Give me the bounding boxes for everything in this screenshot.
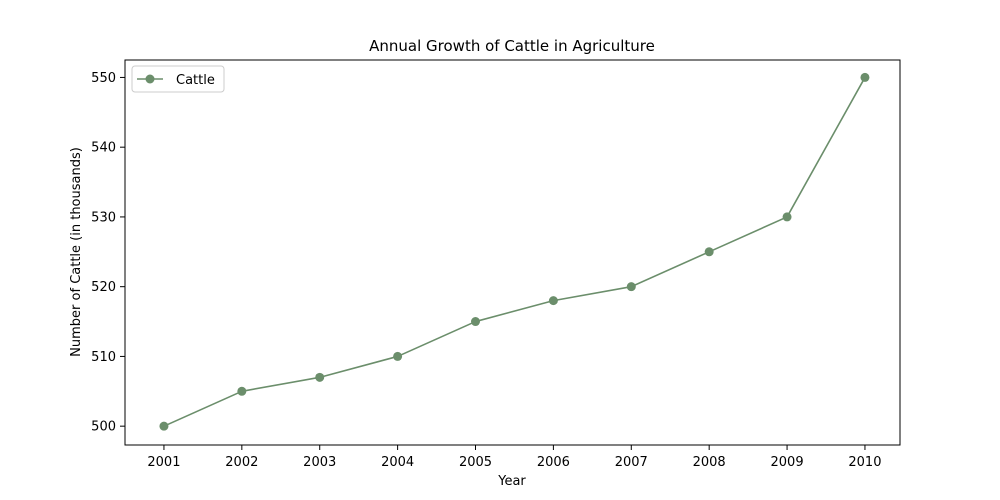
legend-box	[131, 65, 225, 93]
x-tick-label: 2002	[225, 455, 258, 470]
x-tick-label: 2004	[381, 455, 414, 470]
x-tick-label: 2006	[537, 455, 570, 470]
data-point	[782, 212, 792, 222]
data-point	[315, 372, 325, 382]
x-tick-label: 2008	[693, 455, 726, 470]
x-axis-label: Year	[497, 474, 526, 489]
data-point	[704, 247, 714, 257]
y-axis: 500 510 520 530 540 550	[91, 71, 125, 435]
data-point	[237, 386, 247, 396]
plot-frame	[124, 59, 901, 446]
data-point	[860, 72, 870, 82]
data-point	[393, 351, 403, 361]
y-tick-label: 530	[91, 210, 116, 225]
x-axis: 2001 2002 2003 2004 2005 2006 2007 2008 2009 2010	[147, 445, 881, 470]
series-layer	[159, 72, 870, 431]
legend: Cattle	[131, 65, 225, 93]
series-line-cattle	[163, 77, 866, 427]
y-tick-label: 550	[91, 71, 116, 86]
plot-area	[124, 59, 901, 446]
x-tick-label: 2005	[459, 455, 492, 470]
y-tick-label: 500	[91, 420, 116, 435]
y-tick-label: 540	[91, 141, 116, 156]
x-tick-label: 2003	[303, 455, 336, 470]
data-point	[471, 317, 481, 327]
y-tick-label: 510	[91, 350, 116, 365]
x-tick-label: 2001	[147, 455, 180, 470]
legend-marker-cattle	[145, 74, 155, 84]
data-point	[159, 421, 169, 431]
legend-label-cattle: Cattle	[176, 73, 215, 88]
x-tick-label: 2007	[615, 455, 648, 470]
chart-title: Annual Growth of Cattle in Agriculture	[369, 37, 655, 55]
y-axis-label: Number of Cattle (in thousands)	[69, 147, 84, 357]
x-tick-label: 2009	[771, 455, 804, 470]
data-point	[548, 296, 558, 306]
data-point	[626, 282, 636, 292]
x-tick-label: 2010	[848, 455, 881, 470]
y-tick-label: 520	[91, 280, 116, 295]
